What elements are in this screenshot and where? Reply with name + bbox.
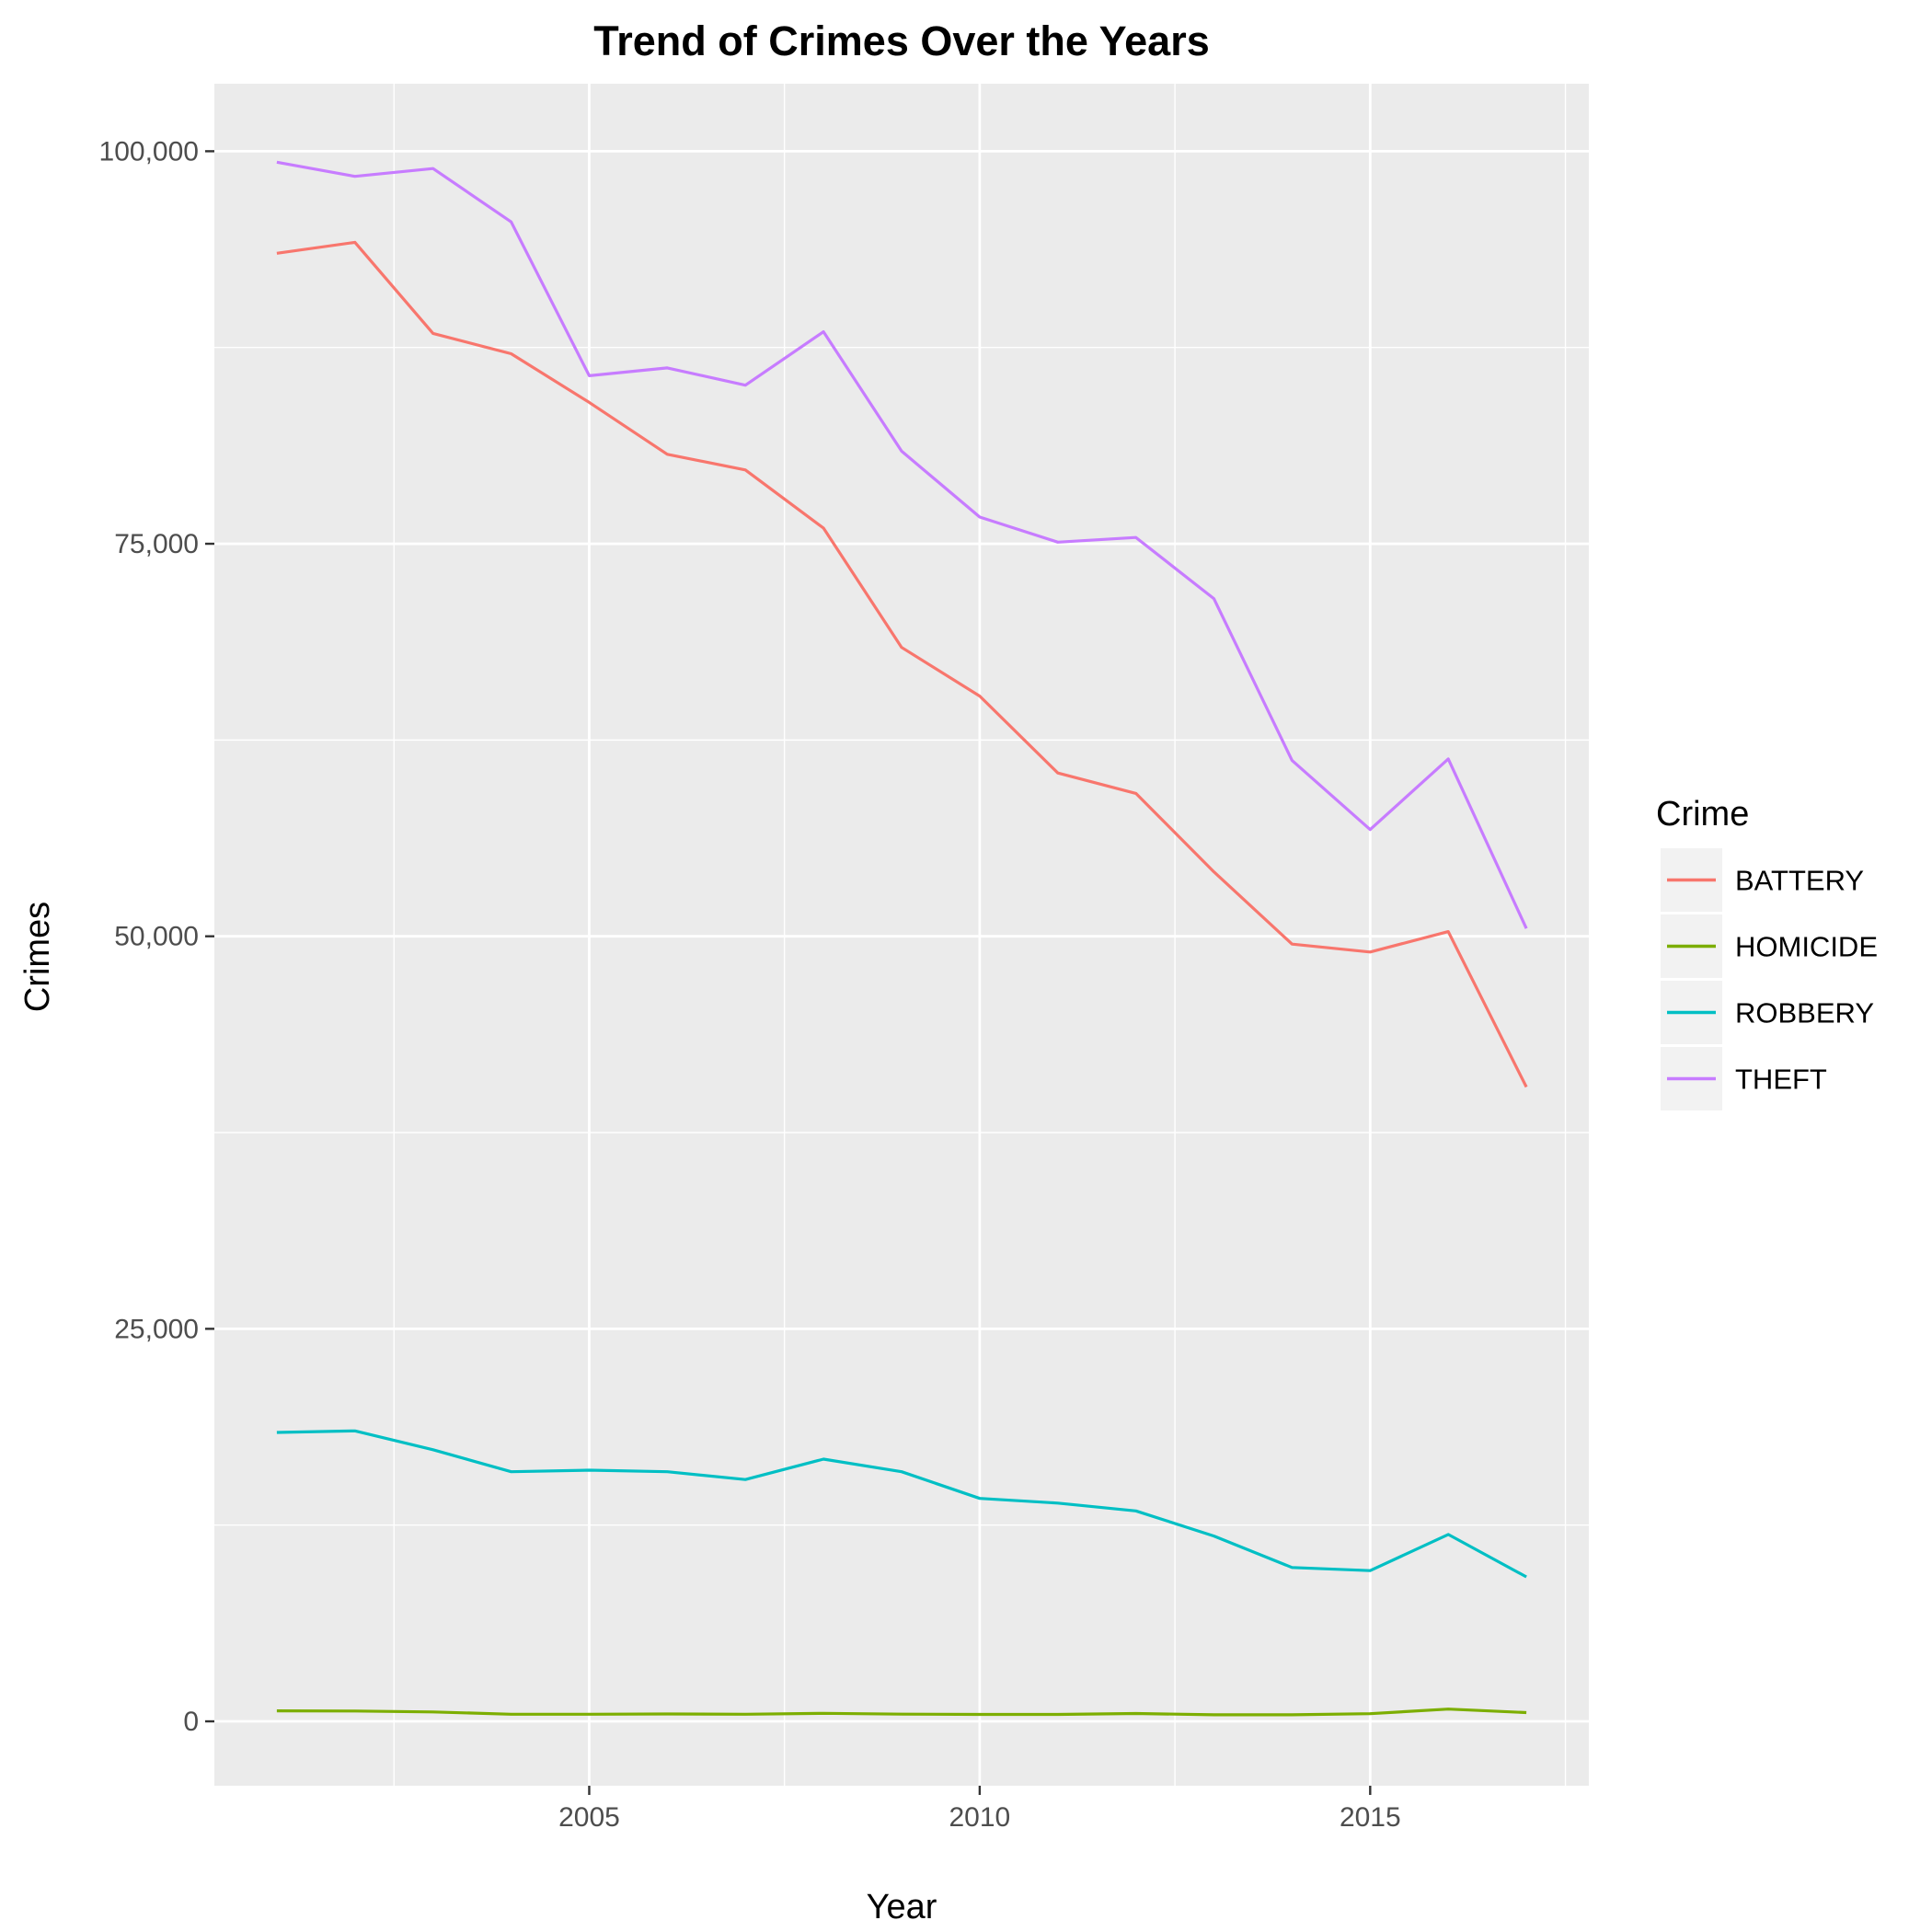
y-axis-title: Crimes xyxy=(18,902,57,1012)
series-line-robbery xyxy=(276,1429,1527,1579)
legend-label-homicide: HOMICIDE xyxy=(1735,931,1878,963)
y-tick-label: 100,000 xyxy=(99,136,199,167)
x-tick-label: 2010 xyxy=(949,1802,1011,1833)
legend-keys: BATTERY HOMICIDE ROBBERY THEFT xyxy=(1661,848,1878,1110)
x-tick-label: 2015 xyxy=(1340,1802,1401,1833)
series-line-homicide xyxy=(276,1708,1527,1717)
y-tick-label: 0 xyxy=(183,1707,199,1737)
y-tick-label: 25,000 xyxy=(114,1314,199,1344)
legend-label-robbery: ROBBERY xyxy=(1735,997,1874,1029)
legend-label-battery: BATTERY xyxy=(1735,865,1864,897)
grid-major xyxy=(214,84,1589,1786)
series-line-theft xyxy=(276,160,1528,929)
legend-label-theft: THEFT xyxy=(1735,1064,1827,1096)
x-axis-title: Year xyxy=(867,1888,937,1926)
x-tick-label: 2005 xyxy=(558,1802,620,1833)
y-tick-label: 75,000 xyxy=(114,529,199,559)
grid-minor xyxy=(214,84,1589,1786)
legend-title: Crime xyxy=(1656,795,1749,834)
y-axis: 0 25,000 50,000 75,000 100,000 xyxy=(99,136,214,1737)
y-tick-label: 50,000 xyxy=(114,922,199,952)
chart-title: Trend of Crimes Over the Years xyxy=(593,17,1209,64)
series-lines xyxy=(276,160,1528,1717)
legend: Crime BATTERY HOMICIDE ROBBERY THEFT xyxy=(1656,795,1878,1110)
plot-background xyxy=(214,84,1589,1786)
series-line-battery xyxy=(276,240,1528,1088)
x-axis: 2005 2010 2015 xyxy=(558,1786,1401,1833)
